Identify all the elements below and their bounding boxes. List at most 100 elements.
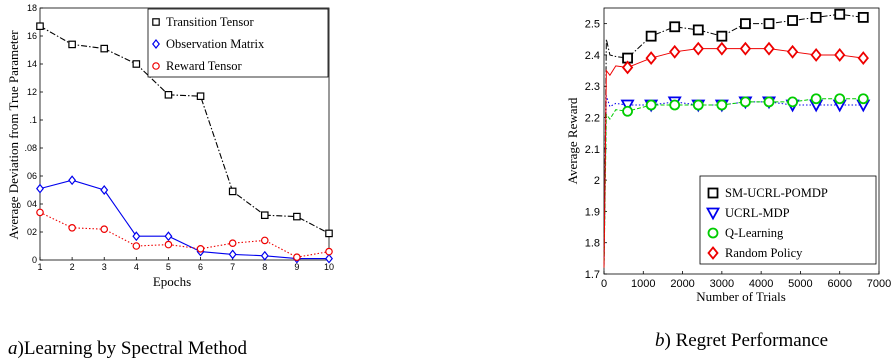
chart-b-xtick-label: 7000	[867, 278, 891, 290]
chart-b-ytick-label: 2.5	[585, 19, 600, 31]
chart-a-data-point	[132, 242, 141, 250]
chart-a-legend-label: Transition Tensor	[166, 15, 255, 29]
chart-b-ytick-label: 2.4	[585, 50, 600, 62]
chart-b-data-point	[692, 41, 704, 56]
chart-b-data-point	[763, 18, 775, 30]
chart-a-series	[36, 22, 333, 264]
chart-b-ytick-label: 1.7	[585, 269, 600, 281]
chart-b-data-point	[622, 105, 633, 117]
chart-b-data-point	[692, 24, 704, 36]
chart-b-data-point	[763, 41, 775, 56]
chart-a-data-point	[132, 231, 141, 242]
chart-b-legend-label: SM-UCRL-POMDP	[725, 186, 828, 200]
chart-a-ytick-label: 0	[32, 255, 37, 265]
chart-a-xtick-label: 9	[294, 262, 299, 272]
chart-b-data-point	[834, 93, 846, 105]
chart-b-data-point	[739, 41, 752, 56]
chart-b-ylabel: Average Reward	[565, 97, 580, 184]
chart-a-legend: Transition Tensor Observation Matrix Rewar…	[147, 8, 329, 78]
chart-a-legend-marker	[152, 62, 160, 70]
chart-b-data-point	[621, 60, 634, 75]
chart-a: Epochs Average Deviation from True Param…	[6, 3, 334, 289]
chart-a-data-point	[196, 92, 205, 101]
chart-a-xlabel: Epochs	[153, 274, 191, 289]
chart-b-xtick-label: 4000	[749, 278, 773, 290]
chart-b-data-point	[857, 93, 869, 105]
chart-b-ytick-label: 2.2	[585, 113, 600, 125]
chart-a-ytick-label: 12	[27, 87, 37, 97]
chart-a-data-point	[293, 253, 301, 262]
chart-b-data-point	[645, 30, 657, 42]
chart-a-xtick-label: 6	[198, 262, 203, 272]
chart-b-data-point	[716, 41, 728, 56]
chart-a-data-point	[196, 245, 205, 253]
chart-b-data-point	[763, 96, 775, 108]
chart-a-data-point	[325, 247, 333, 256]
chart-a-data-point	[68, 40, 76, 49]
chart-a-legend-label: Observation Matrix	[166, 37, 265, 51]
chart-a-data-point	[325, 229, 333, 238]
chart-a-series-line-2	[39, 211, 330, 258]
chart-a-xtick-label: 3	[102, 262, 107, 272]
chart-a-legend-box	[147, 8, 329, 78]
chart-b-ytick-label: 2.3	[585, 81, 600, 93]
chart-b-xtick-label: 1000	[631, 278, 655, 290]
chart-a-data-point	[260, 236, 269, 245]
chart-b-legend-marker	[707, 187, 719, 199]
chart-b-legend-label: Q-Learning	[725, 226, 784, 240]
chart-b-xtick-label: 0	[601, 278, 607, 290]
chart-a-series-line-0	[39, 25, 330, 234]
chart-b-xtick-label: 2000	[670, 278, 694, 290]
chart-b: Number of Trials Average Reward 0 1000 200…	[565, 7, 891, 304]
chart-a-data-point	[68, 175, 77, 186]
chart-b-xlabel: Number of Trials	[696, 289, 786, 304]
caption-b-text: ) Regret Performance	[664, 330, 829, 351]
chart-b-data-point	[740, 18, 751, 30]
chart-a-legend-marker	[152, 39, 160, 49]
chart-a-data-point	[164, 240, 173, 249]
chart-b-data-point	[786, 44, 799, 59]
chart-b-data-point	[810, 93, 822, 105]
chart-a-ytick-label: 14	[27, 59, 37, 69]
chart-b-legend-box	[699, 175, 877, 265]
chart-b-data-point	[716, 30, 728, 42]
caption-a: a)Learning by Spectral Method	[8, 338, 247, 360]
chart-b-data-point	[787, 15, 798, 26]
chart-b-data-point	[716, 99, 728, 111]
chart-a-xtick-label: 4	[134, 262, 139, 272]
chart-a-ytick-label: 06	[27, 171, 37, 181]
chart-b-plot-frame	[603, 7, 880, 275]
chart-b-legend-marker	[705, 207, 721, 221]
chart-b-data-point	[669, 21, 681, 33]
chart-a-data-point	[228, 239, 237, 248]
chart-b-data-point	[645, 99, 657, 111]
caption-b-prefix: b	[655, 330, 665, 351]
chart-a-ytick-label: .1	[29, 115, 37, 125]
chart-a-data-point	[260, 250, 269, 261]
chart-a-data-point	[100, 44, 109, 53]
chart-b-data-point	[787, 96, 798, 108]
chart-a-ytick-label: 02	[27, 227, 37, 237]
chart-b-data-point	[857, 11, 869, 23]
chart-a-data-point	[164, 231, 173, 242]
chart-a-xtick-label: 10	[324, 262, 334, 272]
chart-b-ytick-label: 2	[594, 175, 600, 187]
chart-b-xtick-label: 3000	[710, 278, 734, 290]
chart-a-data-point	[325, 253, 333, 264]
chart-b-ytick-label: 2.1	[585, 144, 600, 156]
chart-b-ytick-label: 1.8	[585, 238, 600, 250]
chart-a-xtick-label: 2	[70, 262, 75, 272]
chart-b-data-point	[740, 96, 751, 108]
chart-a-plot-frame	[39, 7, 330, 261]
caption-a-prefix: a	[8, 338, 18, 359]
chart-b-data-point	[620, 99, 635, 113]
chart-b-legend-marker	[707, 246, 719, 260]
chart-a-ytick-label: 16	[27, 31, 37, 41]
chart-a-data-point	[260, 211, 269, 220]
chart-b-xtick-label: 5000	[788, 278, 812, 290]
chart-a-ytick-label: 04	[27, 199, 37, 209]
chart-a-data-point	[228, 187, 237, 196]
chart-b-legend-label: Random Policy	[725, 246, 803, 260]
chart-a-xtick-label: 8	[262, 262, 267, 272]
